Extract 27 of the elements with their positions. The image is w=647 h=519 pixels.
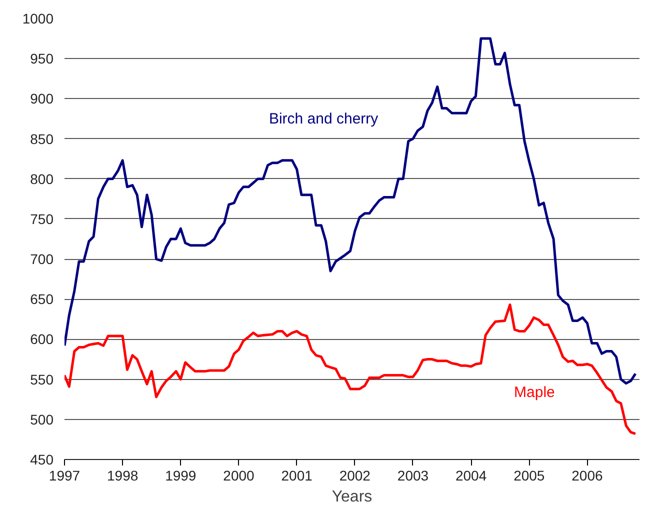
y-tick-label: 800 <box>30 170 54 187</box>
y-tick-label: 1000 <box>22 10 54 26</box>
y-tick-label: 550 <box>30 371 54 388</box>
x-tick-label: 2005 <box>514 468 545 484</box>
x-tick-label: 2001 <box>281 468 313 484</box>
x-tick-label: 2002 <box>339 468 371 484</box>
x-tick-label: 2000 <box>223 468 255 484</box>
y-tick-label: 750 <box>30 210 54 227</box>
y-tick-label: 850 <box>30 130 54 147</box>
y-tick-label: 700 <box>30 251 54 268</box>
line-series <box>64 37 637 385</box>
x-tick-label: 1997 <box>48 468 80 484</box>
y-tick-label: 600 <box>30 331 54 348</box>
y-tick-label: 950 <box>30 50 54 67</box>
x-tick-label: 2004 <box>455 468 487 484</box>
y-tick-label: 900 <box>30 90 54 107</box>
x-tick-label: 2006 <box>572 468 604 484</box>
line-series <box>64 304 637 436</box>
x-axis-title: Years <box>332 488 372 506</box>
text: Birch and cherry <box>268 110 379 128</box>
x-tick-label: 1998 <box>107 468 138 484</box>
y-tick-label: 500 <box>30 411 54 428</box>
x-tick-label: 1999 <box>165 468 196 484</box>
y-tick-label: 450 <box>30 452 54 468</box>
series-label: Maple <box>514 384 555 401</box>
y-tick-label: 650 <box>30 291 54 308</box>
x-tick-label: 2003 <box>397 468 429 484</box>
